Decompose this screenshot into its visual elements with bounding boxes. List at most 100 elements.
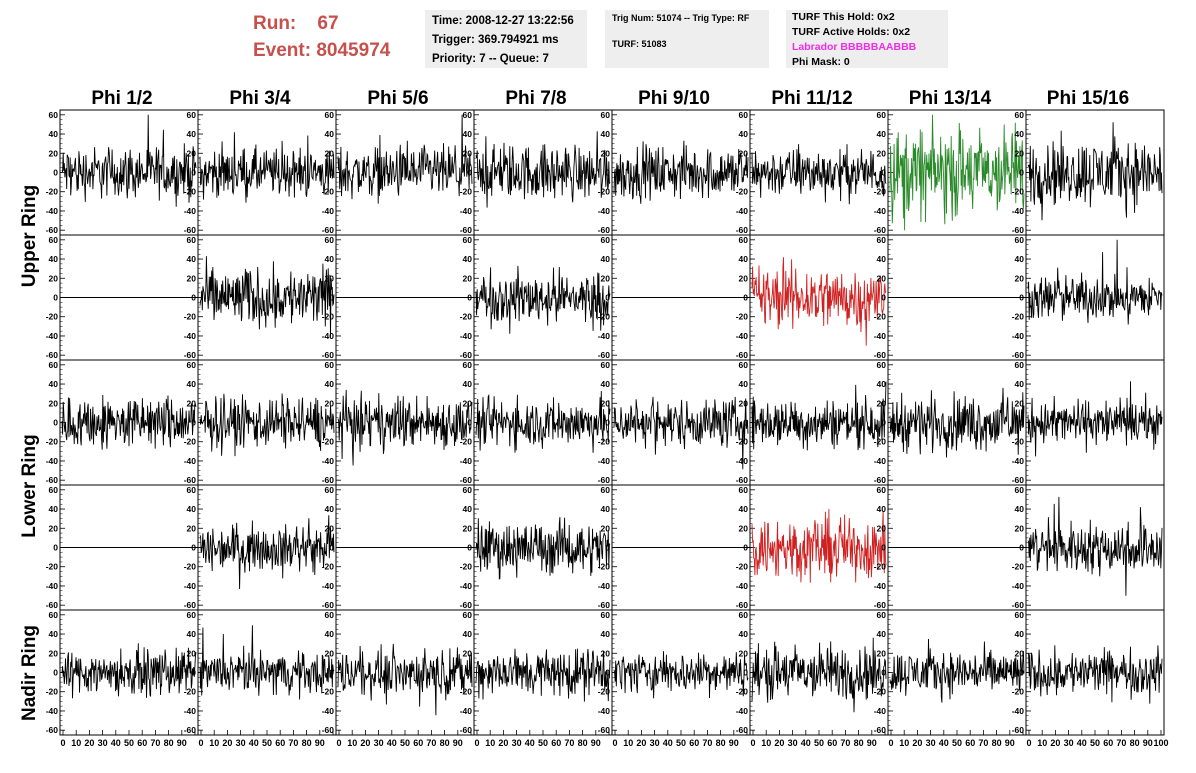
y-tick-label: -60: [736, 475, 749, 485]
y-tick-label: -40: [736, 706, 749, 716]
x-tick-label: 60: [1103, 738, 1113, 748]
y-tick-label: 20: [187, 523, 197, 533]
y-tick-label: 40: [187, 254, 197, 264]
y-tick-label: 20: [187, 273, 197, 283]
y-tick-label: 40: [187, 379, 197, 389]
x-tick-label: 70: [150, 738, 160, 748]
y-tick-label: 20: [49, 148, 59, 158]
waveform-trace: [613, 651, 749, 699]
y-tick-label: -20: [184, 312, 197, 322]
y-tick-label: 40: [877, 504, 887, 514]
y-tick-label: 20: [601, 523, 611, 533]
x-tick-label: 30: [926, 738, 936, 748]
y-tick-label: -60: [598, 225, 611, 235]
y-tick-label: 0: [743, 418, 748, 428]
y-tick-label: -20: [184, 562, 197, 572]
waveform-trace: [1027, 645, 1163, 704]
y-tick-label: -60: [322, 225, 335, 235]
x-tick-label: 20: [912, 738, 922, 748]
y-tick-label: 20: [325, 398, 335, 408]
waveform-trace: [61, 643, 197, 699]
y-tick-label: 60: [739, 485, 749, 495]
y-tick-label: -60: [46, 350, 59, 360]
y-tick-label: 0: [53, 418, 58, 428]
y-tick-label: -60: [736, 225, 749, 235]
y-tick-label: 0: [191, 418, 196, 428]
y-tick-label: -20: [46, 687, 59, 697]
y-tick-label: -40: [460, 331, 473, 341]
y-tick-label: 60: [463, 360, 473, 370]
x-tick-label: 70: [288, 738, 298, 748]
x-tick-label: 90: [591, 738, 601, 748]
y-tick-label: 20: [463, 648, 473, 658]
waveform-trace: [751, 637, 887, 713]
y-tick-label: 40: [1015, 504, 1025, 514]
y-tick-label: -40: [736, 206, 749, 216]
y-tick-label: -20: [460, 437, 473, 447]
waveform-trace: [475, 131, 611, 208]
y-tick-label: 40: [187, 629, 197, 639]
y-tick-label: 60: [325, 485, 335, 495]
y-tick-label: -40: [736, 581, 749, 591]
y-tick-label: -60: [322, 600, 335, 610]
y-tick-label: 60: [1015, 360, 1025, 370]
waveform-trace: [1027, 381, 1163, 457]
x-tick-label: 10: [209, 738, 219, 748]
y-tick-label: 60: [739, 235, 749, 245]
y-tick-label: 40: [877, 379, 887, 389]
y-tick-label: -60: [736, 350, 749, 360]
y-tick-label: 20: [463, 273, 473, 283]
x-tick-label: 40: [939, 738, 949, 748]
y-tick-label: -60: [1012, 475, 1025, 485]
y-tick-label: 60: [463, 610, 473, 620]
y-tick-label: 40: [877, 254, 887, 264]
x-tick-label: 30: [236, 738, 246, 748]
turf-info-box: TURF This Hold: 0x2 TURF Active Holds: 0…: [786, 10, 948, 68]
x-tick-label: 90: [867, 738, 877, 748]
x-tick-label: 20: [1050, 738, 1060, 748]
y-tick-label: -20: [1012, 187, 1025, 197]
y-tick-label: -40: [184, 706, 197, 716]
x-tick-label: 60: [965, 738, 975, 748]
y-tick-label: 60: [601, 110, 611, 120]
y-tick-label: -60: [1012, 600, 1025, 610]
x-tick-label: 10: [623, 738, 633, 748]
column-header-phi-7-8: Phi 7/8: [505, 88, 567, 109]
y-tick-label: 60: [877, 485, 887, 495]
y-tick-label: 40: [739, 129, 749, 139]
y-tick-label: 60: [1015, 485, 1025, 495]
waveform-trace: [751, 144, 887, 205]
waveform-trace: [199, 625, 335, 700]
y-tick-label: -40: [46, 581, 59, 591]
y-tick-label: -40: [460, 456, 473, 466]
y-tick-label: 0: [605, 543, 610, 553]
y-tick-label: -20: [322, 687, 335, 697]
event-label: Event:: [253, 40, 312, 61]
column-header-phi-13-14: Phi 13/14: [908, 88, 992, 109]
y-tick-label: -60: [460, 600, 473, 610]
y-tick-label: 20: [877, 273, 887, 283]
column-header-phi-9-10: Phi 9/10: [638, 88, 710, 109]
x-tick-label: 50: [124, 738, 134, 748]
waveform-trace: [337, 643, 473, 716]
y-tick-label: -20: [598, 187, 611, 197]
x-tick-label: 70: [426, 738, 436, 748]
y-tick-label: -60: [460, 350, 473, 360]
y-tick-label: -40: [46, 206, 59, 216]
y-tick-label: 20: [49, 523, 59, 533]
waveform-trace: [199, 515, 335, 590]
x-tick-label: 80: [302, 738, 312, 748]
x-tick-label: 10: [71, 738, 81, 748]
y-tick-label: -60: [598, 600, 611, 610]
y-tick-label: -20: [184, 187, 197, 197]
y-tick-label: 40: [601, 504, 611, 514]
x-tick-label: 80: [992, 738, 1002, 748]
x-tick-label: 100: [1153, 738, 1168, 748]
x-tick-label: 0: [1026, 738, 1031, 748]
y-tick-label: 0: [1019, 168, 1024, 178]
y-tick-label: 0: [467, 293, 472, 303]
trigger-text: Trigger: 369.794921 ms: [432, 34, 559, 46]
y-tick-label: -20: [874, 187, 887, 197]
waveform-trace: [199, 132, 335, 203]
x-tick-label: 0: [336, 738, 341, 748]
